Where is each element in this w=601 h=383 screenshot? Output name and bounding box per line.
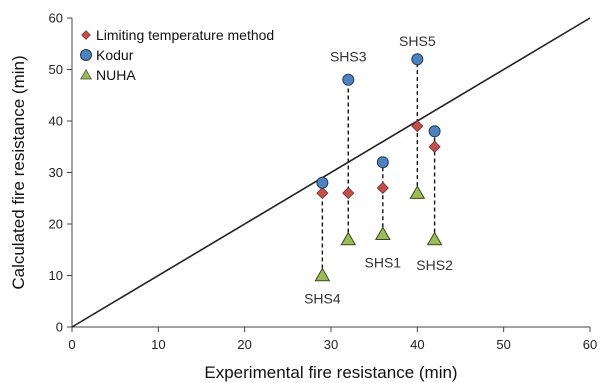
data-points [314,53,443,282]
annotation-label: SHS2 [416,257,453,273]
x-tick-label: 40 [410,337,424,352]
annotation-label: SHS3 [330,49,367,65]
kodur-point [411,53,424,66]
limiting-temperature-method-point [342,187,355,200]
legend-marker [80,68,92,80]
x-tick-label: 30 [324,337,338,352]
y-tick-label: 0 [56,320,63,335]
y-tick-label: 30 [49,165,63,180]
x-tick-label: 0 [68,337,75,352]
limiting-temperature-method-point [376,181,389,195]
annotation-label: SHS4 [304,291,341,307]
legend-label: Limiting temperature method [96,27,274,43]
y-tick-label: 40 [49,114,63,129]
nuha-point [374,226,391,241]
legend: Limiting temperature method Kodur NUHA [80,27,274,83]
y-tick-label: 50 [49,62,63,77]
x-axis-title: Experimental fire resistance (min) [204,363,457,382]
annotations: SHS3 SHS5 SHS1 SHS2 SHS4 [304,33,453,307]
x-tick-label: 20 [237,337,251,352]
y-tick-label: 20 [49,217,63,232]
reference-line-group [71,17,591,328]
legend-label: NUHA [96,67,136,83]
kodur-point [428,125,441,138]
axes: 0 10 20 30 40 50 60 0 10 20 30 40 50 60 [49,11,598,353]
reference-line [71,17,591,328]
x-tick-label: 50 [496,337,510,352]
nuha-point [426,231,443,246]
x-tick-label: 60 [583,337,597,352]
legend-marker [81,30,91,40]
annotation-label: SHS1 [365,255,402,271]
y-tick-label: 10 [49,268,63,283]
kodur-point [376,156,389,169]
kodur-point [342,73,355,86]
limiting-temperature-method-point [428,140,441,153]
x-tick-label: 10 [151,337,165,352]
annotation-label: SHS5 [399,33,436,49]
y-axis-title: Calculated fire resistance (min) [9,55,28,289]
nuha-point [340,231,357,246]
legend-label: Kodur [96,47,134,63]
nuha-point [409,185,426,199]
legend-marker [80,49,92,61]
limiting-temperature-method-point [316,187,329,200]
y-tick-label: 60 [49,11,63,26]
limiting-temperature-method-point [411,120,424,133]
kodur-point [316,176,329,189]
nuha-point [314,267,331,282]
